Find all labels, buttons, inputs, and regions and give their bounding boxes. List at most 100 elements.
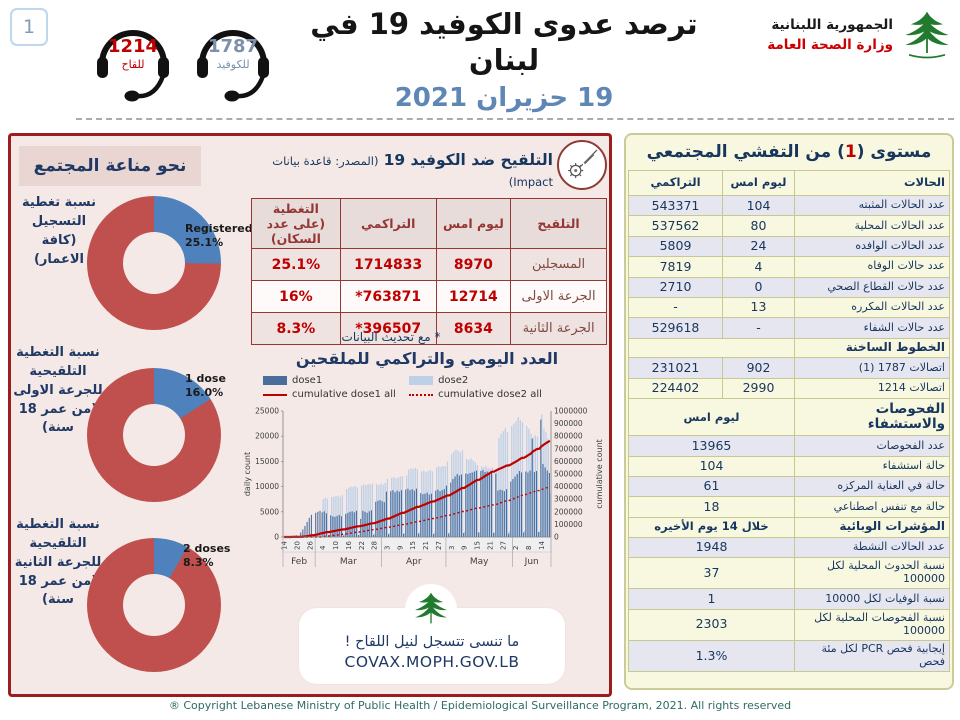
svg-text:2: 2 [512,546,520,550]
outbreak-cell: عدد الحالات المحلية [794,215,950,237]
outbreak-table-row: حالة في العناية المركزه 61 [628,475,950,498]
outbreak-table-row: نسبة الفحوصات المحلية لكل 100000 2303 [628,608,950,641]
donut-series-label: 2 doses 8.3% [183,542,231,570]
community-immunity-title: نحو مناعة المجتمع [19,146,201,186]
outbreak-level-panel: مستوى (1) من التفشي المجتمعي الحالات ليوم… [624,133,954,690]
outbreak-cell: 5809 [628,235,723,258]
outbreak-cell: 0 [722,276,795,298]
outbreak-cell: الحالات [794,170,950,196]
outbreak-cell: 1.3% [628,639,795,673]
outbreak-table-row: عدد الحالات المثبته 104 543371 [628,194,950,217]
footer-copyright: ® Copyright Lebanese Ministry of Public … [168,699,792,712]
svg-text:14: 14 [538,541,546,550]
svg-text:15: 15 [409,541,417,550]
legend-swatch [409,376,434,385]
donut-series-label: Registered 25.1% [185,222,253,250]
svg-text:Feb: Feb [291,557,307,567]
svg-text:25000: 25000 [255,407,279,416]
vaccination-cell: 8970 [435,248,512,281]
outbreak-cell: 1 [628,588,795,610]
svg-text:3: 3 [448,546,456,550]
vaccination-cell: *763871 [339,280,437,313]
outbreak-cell: خلال 14 يوم الأخيره [628,516,795,538]
outbreak-cell: 2710 [628,276,723,298]
svg-text:800000: 800000 [554,432,583,441]
outbreak-cell: عدد الفحوصات [794,435,950,457]
outbreak-cell: 2990 [722,377,795,400]
outbreak-cell: عدد الحالات النشطة [794,536,950,558]
outbreak-table-row: الحالات ليوم امس التراكمي [628,170,950,196]
outbreak-cell: 13 [722,296,795,319]
legend-item: dose1 [263,375,409,386]
outbreak-cell: - [628,296,723,319]
outbreak-cell: 537562 [628,215,723,237]
outbreak-table-row: عدد حالات الشفاء -529618 [628,317,950,339]
outbreak-cell: حالة في العناية المركزه [794,475,950,498]
donut-label-registered: نسبة تغطية التسجيل (كافة الاعمار) [22,195,96,267]
outbreak-cell: ليوم امس [628,398,795,437]
outbreak-cell: حالة مع تنفس اصطناعي [794,496,950,518]
legend-item: cumulative dose2 all [409,389,599,400]
svg-text:0: 0 [554,533,559,542]
outbreak-cell: 231021 [628,357,723,379]
outbreak-table-row: إيجابية فحص PCR لكل مئة فحص 1.3% [628,639,950,673]
outbreak-statistics-table: الحالات ليوم امس التراكمي عدد الحالات المثب… [628,170,950,673]
outbreak-cell: 80 [722,215,795,237]
legend-item: cumulative dose1 all [263,389,409,400]
outbreak-cell: اتصالات 1214 [794,377,950,400]
daily-cumulative-chart: 0 5000 10000 15000 20000 25000 0 100000 200000 30… [243,407,604,567]
vaccination-cell: 25.1% [251,248,341,281]
outbreak-cell: 1948 [628,536,795,558]
outbreak-cell: 104 [628,455,795,477]
svg-text:16: 16 [345,541,353,550]
outbreak-cell: 24 [722,235,795,258]
legend-swatch [409,393,434,396]
outbreak-cell: 13965 [628,435,795,457]
outbreak-cell: 902 [722,357,795,379]
outbreak-cell: 7819 [628,256,723,278]
vaccination-table-row: الجرعة الثانية 8634 *396507 8.3% [251,312,607,345]
vaccination-section-title: التلقيح ضد الكوفيد 19 (المصدر: قاعدة بيا… [272,151,553,189]
vaccination-table-header: التلقيح ليوم امس التراكمي التغطية (على عدد … [251,198,607,249]
donut-series-label: 1 dose 16.0% [185,372,226,400]
svg-text:27: 27 [499,541,507,550]
page-number: 1 [10,8,48,46]
vaccination-cell: الجرعة الاولى [510,280,607,313]
vaccination-cell: 12714 [435,280,512,313]
svg-text:300000: 300000 [554,495,583,504]
legend-swatch [263,393,287,396]
outbreak-cell: عدد الحالات المكرره [794,296,950,319]
svg-text:15: 15 [474,541,482,550]
svg-text:Jun: Jun [524,557,539,567]
vaccination-cell: 8.3% [251,312,341,345]
svg-text:5000: 5000 [260,507,279,516]
outbreak-table-row: عدد الحالات الوافده 24 5809 [628,235,950,258]
svg-text:400000: 400000 [554,482,583,491]
outbreak-cell: 224402 [628,377,723,400]
vaccination-column-header: التغطية (على عدد السكان) [251,198,341,249]
outbreak-cell: المؤشرات الوبائية [794,516,950,538]
vaccination-cell: الجرعة الثانية [510,312,607,345]
svg-text:14: 14 [281,541,289,550]
vaccination-cell: 1714833 [339,248,437,281]
donut-label-dose1: نسبة التغطية التلقيحية للجرعة الاولى (من… [13,345,103,436]
svg-text:10000: 10000 [255,482,279,491]
covax-url[interactable]: COVAX.MOPH.GOV.LB [344,653,520,671]
outbreak-cell: 61 [628,475,795,498]
ministry-logo: الجمهورية اللبنانية وزارة الصحة العامة [767,8,954,62]
chart-title: العدد اليومي والتراكمي للملقحين [295,349,559,368]
svg-text:0: 0 [274,533,279,542]
outbreak-cell: الفحوصات والاستشفاء [794,398,950,437]
vaccination-cell: المسجلين [510,248,607,281]
hotline-1214: 1214 للقاح [86,10,180,106]
outbreak-table-row: عدد الحالات النشطة 1948 [628,536,950,558]
vaccination-cell: *396507 [339,312,437,345]
outbreak-table-row: اتصالات 1214 2990 224402 [628,377,950,400]
outbreak-cell: 37 [628,556,795,590]
svg-text:3: 3 [383,546,391,550]
outbreak-cell: عدد حالات الشفاء [794,317,950,339]
covax-cedar-icon [405,584,457,636]
svg-text:May: May [470,557,489,567]
svg-text:9: 9 [461,546,469,550]
